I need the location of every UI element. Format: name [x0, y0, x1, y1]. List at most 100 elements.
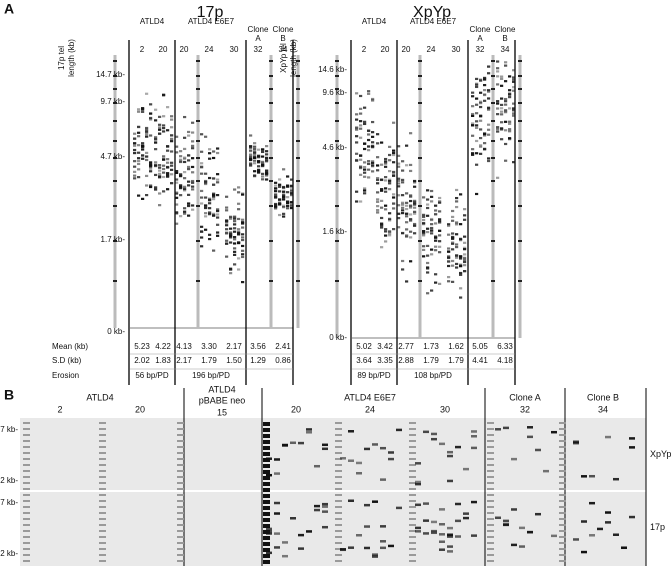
band — [388, 169, 392, 173]
band — [166, 173, 170, 176]
ladder-band — [296, 240, 300, 242]
ladder-band — [196, 180, 200, 182]
band — [162, 155, 166, 158]
group-label: ATLD4 E6E7 — [344, 392, 396, 402]
lane-number: 2 — [140, 45, 145, 54]
band — [261, 172, 265, 175]
band — [376, 164, 380, 167]
band — [426, 227, 430, 230]
band — [487, 133, 491, 136]
band — [380, 478, 386, 481]
ladder-band — [487, 554, 494, 556]
band — [145, 155, 149, 158]
band — [133, 160, 137, 163]
band — [451, 237, 455, 240]
band — [431, 531, 437, 535]
ladder-band — [99, 518, 106, 520]
ladder-band — [23, 488, 30, 490]
band — [265, 150, 269, 153]
band — [487, 89, 491, 92]
band — [225, 255, 229, 258]
band — [500, 75, 504, 78]
band — [367, 133, 371, 136]
band — [519, 545, 525, 548]
band — [149, 112, 153, 115]
band — [187, 214, 191, 217]
band — [183, 177, 187, 180]
band — [282, 212, 286, 215]
band — [455, 535, 461, 538]
band — [438, 220, 442, 223]
band — [397, 154, 401, 157]
ladder-band — [263, 500, 270, 504]
band — [290, 178, 294, 181]
stat-value: 5.05 — [472, 342, 488, 351]
ladder-band — [113, 280, 117, 282]
ladder-band — [335, 560, 342, 562]
band — [388, 153, 392, 157]
band — [589, 474, 595, 478]
band — [249, 157, 253, 160]
ladder-band — [487, 482, 494, 484]
band — [265, 153, 269, 156]
ladder-band — [409, 458, 416, 460]
ladder-band — [335, 470, 342, 472]
band — [191, 147, 195, 150]
ladder-band — [263, 464, 270, 468]
band — [463, 258, 467, 261]
band — [430, 289, 434, 292]
ladder-band — [409, 554, 416, 556]
band — [512, 80, 516, 83]
band — [459, 193, 463, 196]
ladder-band — [487, 536, 494, 538]
band — [237, 217, 241, 221]
band — [204, 206, 208, 209]
band — [187, 168, 191, 171]
band — [355, 200, 359, 203]
band — [253, 162, 257, 165]
band — [204, 172, 208, 175]
ladder-band — [196, 60, 200, 62]
band — [225, 239, 229, 242]
band — [519, 526, 525, 530]
band — [500, 128, 504, 131]
band — [409, 217, 413, 221]
band — [249, 146, 253, 149]
ladder-band — [263, 422, 270, 426]
ladder-band — [335, 422, 342, 424]
band — [175, 178, 179, 181]
band — [200, 225, 204, 228]
band — [233, 247, 237, 250]
band — [229, 232, 233, 235]
band — [359, 107, 363, 110]
band — [388, 234, 392, 237]
stat-value: 1.79 — [423, 356, 439, 365]
band — [471, 500, 477, 504]
band — [149, 184, 153, 187]
band — [282, 185, 286, 189]
group-label: Clone — [273, 25, 294, 34]
band — [363, 189, 367, 192]
ladder-band — [518, 140, 522, 142]
ladder-band — [335, 180, 339, 182]
band — [367, 138, 371, 142]
band — [274, 205, 278, 208]
ladder-band — [177, 434, 184, 436]
ladder-band — [335, 88, 339, 90]
ladder-band — [487, 446, 494, 448]
band — [527, 426, 533, 429]
ladder-band — [177, 554, 184, 556]
band — [170, 118, 174, 121]
ladder-band — [113, 102, 117, 104]
ladder-band — [269, 75, 273, 77]
ladder-band — [335, 440, 342, 442]
gel-title: XpYp — [413, 4, 451, 21]
band — [439, 540, 445, 543]
band — [475, 82, 479, 85]
size-marker: 2 kb- — [0, 549, 18, 558]
band — [451, 236, 455, 239]
band — [479, 119, 483, 122]
ladder-band — [335, 75, 339, 77]
band — [200, 245, 204, 248]
